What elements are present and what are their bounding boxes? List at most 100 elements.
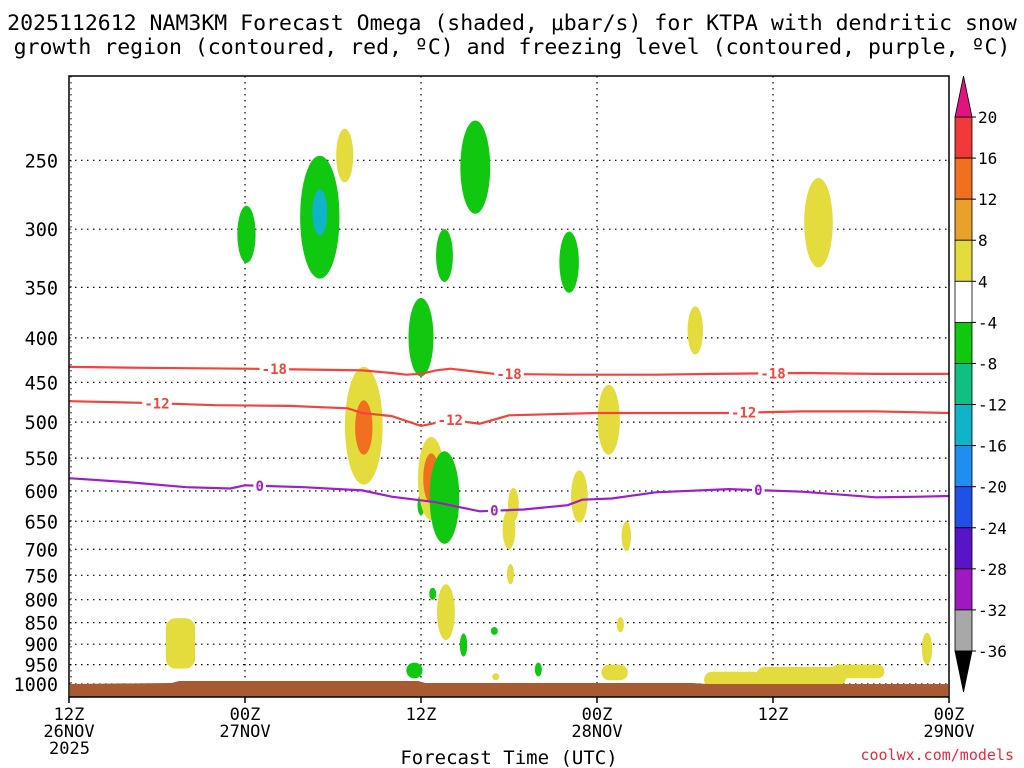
omega-region-13 — [437, 584, 455, 640]
omega-region-26 — [616, 617, 624, 633]
omega-region-11 — [436, 229, 453, 282]
omega-region-5 — [355, 400, 373, 455]
colorbar-label-8: -16 — [978, 437, 1007, 456]
colorbar-top-arrow — [954, 75, 973, 118]
omega-band-5 — [406, 662, 423, 679]
omega-region-12 — [429, 451, 460, 544]
omega-region-21 — [534, 662, 542, 677]
contour-label-bg-0C-1 — [488, 503, 501, 518]
contour-label-bg--12C-2 — [728, 405, 759, 420]
colorbar-swatch--32-to--28 — [954, 568, 973, 611]
y-tick-label-400: 400 — [25, 329, 58, 350]
y-tick-label-850: 850 — [25, 614, 58, 635]
y-tick-label-350: 350 — [25, 278, 58, 299]
omega-region-0 — [237, 205, 256, 263]
colorbar-label-4: 4 — [978, 272, 988, 291]
y-tick-label-250: 250 — [25, 151, 58, 172]
x-tick-label-0-0: 12Z — [54, 705, 85, 725]
colorbar-swatch-12-to-16 — [954, 157, 973, 200]
x-tick-label-36-1: 28NOV — [571, 722, 622, 742]
omega-region-6 — [408, 298, 434, 377]
contour-label-0C-2: 0 — [754, 483, 762, 499]
colorbar-swatch--4-to-4 — [954, 280, 973, 323]
colorbar-label-6: -8 — [978, 354, 997, 373]
x-axis-title: Forecast Time (UTC) — [400, 747, 617, 768]
y-tick-label-600: 600 — [25, 482, 58, 503]
colorbar-swatch--16-to--12 — [954, 404, 973, 447]
colorbar-label-5: -4 — [978, 313, 997, 332]
y-tick-label-750: 750 — [25, 566, 58, 587]
y-tick-label-300: 300 — [25, 220, 58, 241]
omega-region-25 — [621, 521, 632, 551]
omega-band-4 — [831, 664, 885, 679]
contour-label-bg--12C-0 — [142, 396, 172, 411]
x-tick-label-0-2: 2025 — [49, 739, 90, 759]
contour-label--18C-0: -18 — [262, 362, 287, 378]
colorbar-bottom-arrow — [954, 650, 973, 693]
colorbar-swatch-8-to-12 — [954, 198, 973, 241]
omega-band-1 — [601, 664, 628, 681]
colorbar-label-3: 8 — [978, 231, 988, 250]
colorbar-label-9: -20 — [978, 478, 1007, 497]
colorbar-swatch-16-to-20 — [954, 116, 973, 159]
y-tick-label-500: 500 — [25, 413, 58, 434]
contour-label--12C-1: -12 — [438, 413, 463, 429]
contour-label-0C-0: 0 — [255, 479, 263, 495]
chart-title-line2: growth region (contoured, red, ºC) and f… — [14, 35, 1011, 60]
omega-region-14 — [459, 633, 468, 657]
omega-region-29 — [921, 632, 933, 665]
omega-region-20 — [506, 564, 514, 585]
colorbar-label-13: -36 — [978, 642, 1007, 661]
x-tick-label-60-0: 00Z — [934, 705, 965, 725]
colorbar-label-7: -12 — [978, 396, 1007, 415]
omega-band-2 — [704, 671, 762, 688]
x-tick-label-60-1: 29NOV — [923, 722, 974, 742]
omega-band-0 — [165, 618, 196, 669]
contour-label-bg--18C-2 — [758, 366, 788, 381]
contour-label-bg--18C-0 — [259, 362, 290, 377]
surface-ground — [70, 684, 948, 697]
y-tick-label-650: 650 — [25, 512, 58, 533]
omega-region-2 — [312, 189, 328, 236]
plot-frame — [68, 75, 950, 698]
temperature-contours: -18 -18 -18 -12 -12 -12 0 0 0 — [69, 362, 949, 520]
omega-region-24 — [597, 384, 620, 455]
y-tick-label-450: 450 — [25, 373, 58, 394]
chart-title-line1: 2025112612 NAM3KM Forecast Omega (shaded… — [7, 11, 1017, 36]
contour-label--12C-2: -12 — [731, 406, 756, 422]
omega-region-16 — [490, 627, 498, 635]
contour-label-bg-0C-2 — [752, 483, 765, 498]
y-tick-label-1000: 1000 — [13, 675, 58, 696]
y-tick-label-550: 550 — [25, 449, 58, 470]
colorbar-label-12: -32 — [978, 601, 1007, 620]
contour-label--18C-2: -18 — [760, 366, 785, 382]
colorbar-swatch--20-to--16 — [954, 445, 973, 488]
x-tick-label-24-0: 12Z — [406, 705, 437, 725]
omega-region-19 — [508, 487, 519, 522]
credit-link[interactable]: coolwx.com/models — [860, 746, 1014, 764]
colorbar-swatch--28-to--24 — [954, 527, 973, 570]
omega-shading — [165, 120, 933, 688]
omega-colorbar: 20 16 12 8 4 -4 -8 -12 -16 -20 -24 -28 -32 -36 — [954, 75, 1007, 693]
surface-bump — [70, 681, 948, 684]
contour-label-bg--18C-1 — [494, 367, 524, 382]
x-tick-label-48-0: 12Z — [758, 705, 789, 725]
colorbar-label-0: 20 — [978, 108, 997, 127]
omega-region-10 — [429, 587, 437, 600]
surface-terrain — [70, 681, 948, 697]
colorbar-swatch--24-to--20 — [954, 486, 973, 529]
omega-region-15 — [460, 120, 491, 214]
colorbar-swatch--8-to--4 — [954, 321, 973, 364]
omega-region-17 — [492, 673, 500, 681]
contour-label-bg--12C-1 — [435, 412, 466, 427]
y-tick-label-700: 700 — [25, 540, 58, 561]
contour-label--12C-0: -12 — [144, 396, 169, 412]
colorbar-label-1: 16 — [978, 149, 997, 168]
colorbar-label-11: -28 — [978, 560, 1007, 579]
omega-region-27 — [687, 306, 703, 355]
contour-label--18C-1: -18 — [496, 367, 521, 383]
y-tick-label-900: 900 — [25, 635, 58, 656]
contour-label-0C-1: 0 — [490, 504, 498, 520]
